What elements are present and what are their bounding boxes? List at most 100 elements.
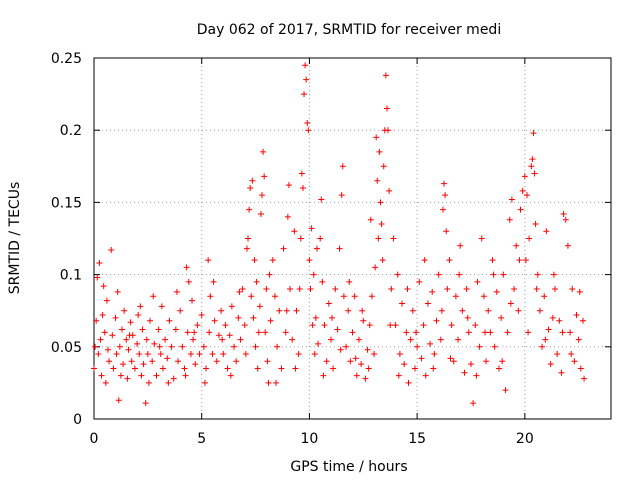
data-point <box>246 206 253 213</box>
data-point <box>380 163 387 170</box>
data-point <box>422 372 429 379</box>
data-point <box>103 297 110 304</box>
data-point <box>429 288 436 295</box>
data-point <box>206 329 213 336</box>
data-point <box>120 361 127 368</box>
data-point <box>444 286 451 293</box>
data-point <box>215 332 222 339</box>
data-point <box>106 358 113 365</box>
data-point <box>568 351 575 358</box>
data-point <box>554 351 561 358</box>
data-point <box>375 235 382 242</box>
data-point <box>551 286 558 293</box>
data-point <box>151 340 158 347</box>
data-point <box>97 336 104 343</box>
data-point <box>295 351 302 358</box>
data-point <box>334 326 341 333</box>
data-point <box>439 206 446 213</box>
data-point <box>515 307 522 314</box>
data-point <box>427 340 434 347</box>
data-point <box>481 329 488 336</box>
data-point <box>308 225 315 232</box>
data-point <box>134 340 141 347</box>
data-point <box>480 293 487 300</box>
data-point <box>522 257 529 264</box>
data-point <box>388 286 395 293</box>
data-point <box>550 271 557 278</box>
x-tick-label: 10 <box>301 431 319 447</box>
data-point <box>164 355 171 362</box>
data-points <box>91 62 588 407</box>
data-point <box>150 293 157 300</box>
data-point <box>255 329 262 336</box>
chart-title: Day 062 of 2017, SRMTID for receiver med… <box>197 22 501 38</box>
data-point <box>187 351 194 358</box>
data-point <box>351 293 358 300</box>
data-point <box>433 317 440 324</box>
data-point <box>201 379 208 386</box>
data-point <box>564 242 571 249</box>
data-point <box>493 288 500 295</box>
data-point <box>301 91 308 98</box>
data-point <box>542 336 549 343</box>
data-point <box>211 317 218 324</box>
data-point <box>489 257 496 264</box>
data-point <box>309 322 316 329</box>
data-point <box>345 307 352 314</box>
data-point <box>562 216 569 223</box>
data-point <box>224 365 231 372</box>
data-point <box>379 257 386 264</box>
data-point <box>457 242 464 249</box>
data-point <box>125 346 132 353</box>
data-point <box>182 372 189 379</box>
data-point <box>414 343 421 350</box>
data-point <box>577 365 584 372</box>
data-point <box>271 293 278 300</box>
data-point <box>156 343 163 350</box>
data-point <box>483 358 490 365</box>
data-point <box>297 235 304 242</box>
data-point <box>183 264 190 271</box>
data-point <box>296 286 303 293</box>
data-point <box>284 213 291 220</box>
data-point <box>430 365 437 372</box>
data-point <box>139 326 146 333</box>
x-axis-label: GPS time / hours <box>290 459 407 475</box>
data-point <box>100 283 107 290</box>
data-point <box>450 358 457 365</box>
data-point <box>185 278 192 285</box>
data-point <box>254 365 261 372</box>
data-point <box>278 365 285 372</box>
data-point <box>382 72 389 79</box>
data-point <box>205 257 212 264</box>
data-point <box>283 307 290 314</box>
data-point <box>170 375 177 382</box>
data-point <box>374 177 381 184</box>
data-point <box>367 216 374 223</box>
data-point <box>298 170 305 177</box>
data-point <box>567 329 574 336</box>
y-gridlines <box>94 129 611 348</box>
data-point <box>511 286 518 293</box>
data-point <box>242 351 249 358</box>
data-point <box>472 322 479 329</box>
x-ticks: 0 5 10 15 20 <box>90 58 534 447</box>
data-point <box>395 372 402 379</box>
data-point <box>376 148 383 155</box>
data-point <box>318 196 325 203</box>
plot-frame <box>93 57 612 420</box>
data-point <box>467 361 474 368</box>
y-ticks: 0 0.05 0.1 0.15 0.2 0.25 <box>51 51 611 428</box>
data-point <box>385 127 392 134</box>
data-point <box>273 379 280 386</box>
data-point <box>368 293 375 300</box>
data-point <box>495 365 502 372</box>
data-point <box>485 307 492 314</box>
data-point <box>263 286 270 293</box>
data-point <box>248 293 255 300</box>
data-point <box>311 351 318 358</box>
data-point <box>547 361 554 368</box>
data-point <box>137 303 144 310</box>
data-point <box>194 322 201 329</box>
data-point <box>269 257 276 264</box>
